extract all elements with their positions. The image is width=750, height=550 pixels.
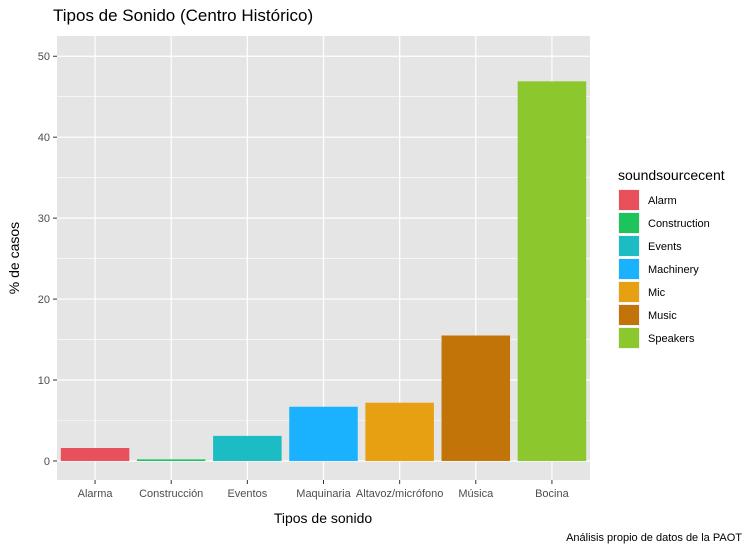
legend-label: Events <box>648 241 682 253</box>
legend-label: Music <box>648 310 677 322</box>
legend-label: Machinery <box>648 264 699 276</box>
x-tick-label: Construcción <box>139 488 203 500</box>
x-tick-label: Música <box>458 488 494 500</box>
x-tick-label: Altavoz/micrófono <box>356 488 443 500</box>
y-tick-label: 20 <box>38 294 50 306</box>
major-gridlines <box>57 36 590 480</box>
legend: soundsourcecent Alarm Construction Events M… <box>618 167 725 349</box>
x-tick-label: Bocina <box>535 488 570 500</box>
bar-machinery <box>289 406 358 461</box>
legend-label: Mic <box>648 287 666 299</box>
y-tick-label: 40 <box>38 132 50 144</box>
legend-swatch-speakers <box>619 328 639 348</box>
y-tick-label: 30 <box>38 213 50 225</box>
legend-swatch-machinery <box>619 259 639 279</box>
legend-title: soundsourcecent <box>618 167 725 183</box>
y-axis-ticks: 0 10 20 30 40 50 <box>38 51 57 468</box>
y-axis-title: % de casos <box>6 222 22 294</box>
legend-label: Speakers <box>648 333 695 345</box>
legend-swatch-alarm <box>619 190 639 210</box>
y-tick-label: 10 <box>38 375 50 387</box>
bar-music <box>441 335 511 461</box>
bar-construction <box>136 459 206 461</box>
legend-swatch-music <box>619 305 639 325</box>
x-tick-label: Eventos <box>227 488 267 500</box>
bar-alarm <box>60 448 130 461</box>
y-tick-label: 0 <box>44 456 50 468</box>
x-tick-label: Maquinaria <box>296 488 351 500</box>
x-axis-ticks: Alarma Construcción Eventos Maquinaria Altav… <box>78 480 570 500</box>
bar-mic <box>365 402 434 461</box>
chart-title: Tipos de Sonido (Centro Histórico) <box>53 6 313 25</box>
legend-swatch-events <box>619 236 639 256</box>
bars-group <box>60 81 587 461</box>
x-tick-label: Alarma <box>78 488 114 500</box>
legend-label: Construction <box>648 218 710 230</box>
legend-label: Alarm <box>648 195 677 207</box>
legend-swatch-mic <box>619 282 639 302</box>
legend-swatch-construction <box>619 213 639 233</box>
bar-events <box>213 435 282 461</box>
x-axis-title: Tipos de sonido <box>274 510 373 526</box>
bar-speakers <box>517 81 587 461</box>
y-tick-label: 50 <box>38 51 50 63</box>
chart-caption: Análisis propio de datos de la PAOT <box>566 532 742 544</box>
